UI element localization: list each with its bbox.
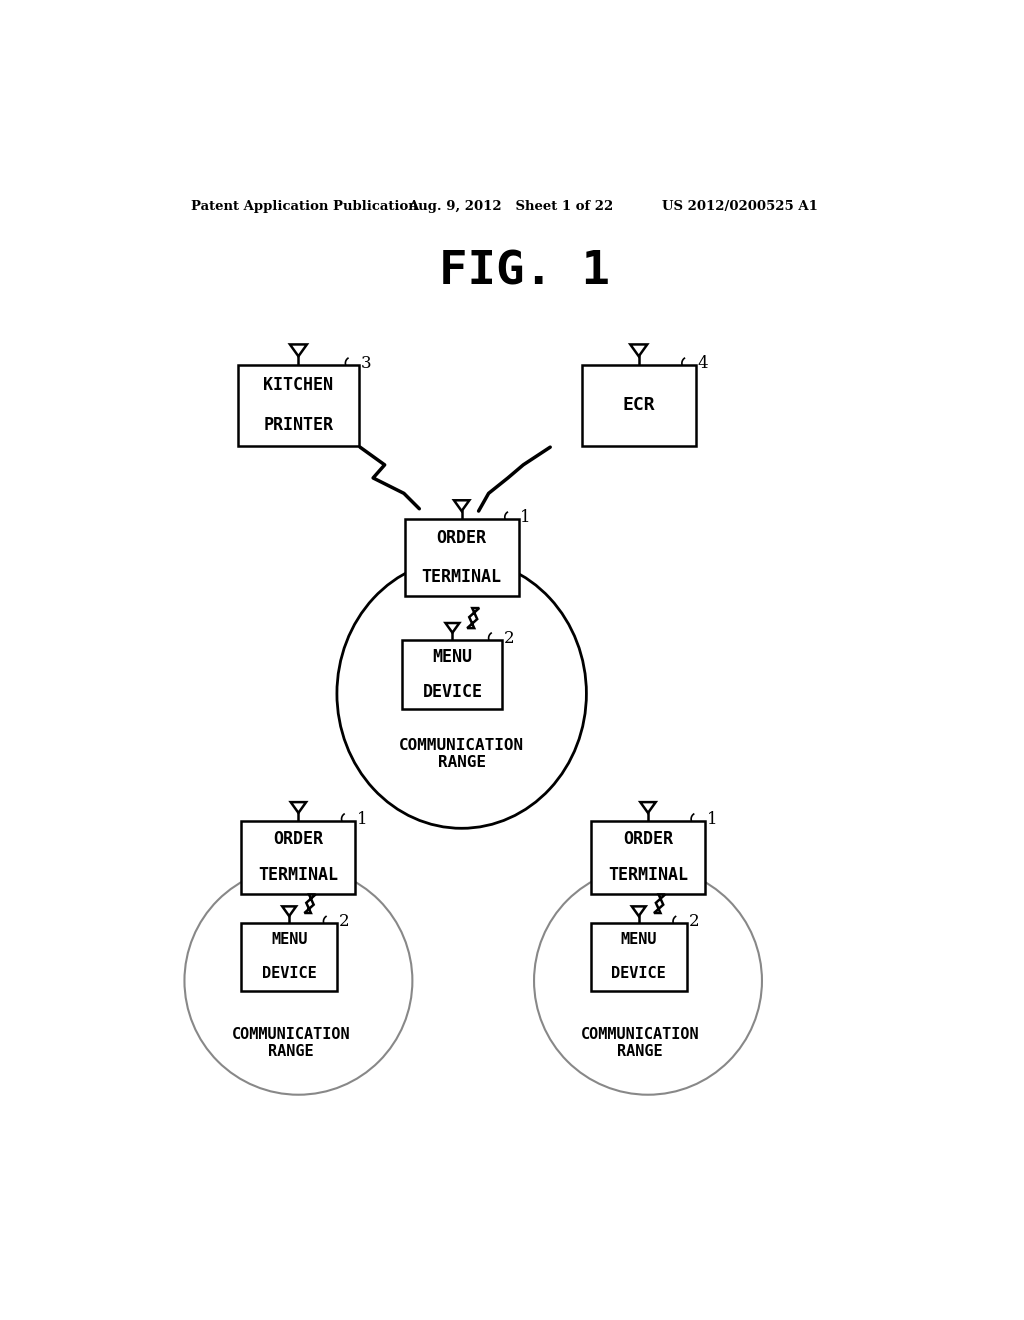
Text: COMMUNICATION: COMMUNICATION bbox=[231, 1027, 350, 1043]
Text: DEVICE: DEVICE bbox=[262, 966, 316, 981]
Text: COMMUNICATION: COMMUNICATION bbox=[399, 738, 524, 754]
Bar bbox=[238, 364, 359, 446]
Text: ECR: ECR bbox=[623, 396, 655, 414]
Bar bbox=[404, 519, 518, 595]
Polygon shape bbox=[467, 609, 479, 628]
Bar bbox=[242, 821, 355, 894]
Text: 2: 2 bbox=[504, 630, 515, 647]
Text: RANGE: RANGE bbox=[268, 1044, 313, 1059]
Text: KITCHEN: KITCHEN bbox=[263, 376, 334, 393]
Text: PRINTER: PRINTER bbox=[263, 416, 334, 434]
Bar bbox=[591, 923, 687, 991]
Text: TERMINAL: TERMINAL bbox=[422, 568, 502, 586]
Text: RANGE: RANGE bbox=[617, 1044, 664, 1059]
Text: 2: 2 bbox=[339, 913, 349, 931]
Text: ORDER: ORDER bbox=[273, 830, 324, 847]
Polygon shape bbox=[654, 895, 666, 913]
Text: Patent Application Publication: Patent Application Publication bbox=[190, 199, 418, 213]
Text: ORDER: ORDER bbox=[436, 529, 486, 546]
Text: DEVICE: DEVICE bbox=[423, 682, 482, 701]
Text: Aug. 9, 2012   Sheet 1 of 22: Aug. 9, 2012 Sheet 1 of 22 bbox=[408, 199, 613, 213]
Text: ORDER: ORDER bbox=[623, 830, 673, 847]
Text: MENU: MENU bbox=[271, 932, 307, 948]
Text: 4: 4 bbox=[697, 355, 708, 372]
Text: 1: 1 bbox=[357, 810, 368, 828]
Text: 1: 1 bbox=[707, 810, 717, 828]
Bar bbox=[241, 923, 337, 991]
Polygon shape bbox=[304, 895, 315, 913]
Text: US 2012/0200525 A1: US 2012/0200525 A1 bbox=[662, 199, 818, 213]
Text: TERMINAL: TERMINAL bbox=[258, 866, 338, 884]
Text: 2: 2 bbox=[688, 913, 699, 931]
Text: COMMUNICATION: COMMUNICATION bbox=[581, 1027, 699, 1043]
Bar bbox=[402, 640, 503, 709]
Bar bbox=[591, 821, 705, 894]
Text: DEVICE: DEVICE bbox=[611, 966, 667, 981]
Bar bbox=[582, 364, 695, 446]
Text: 3: 3 bbox=[360, 355, 372, 372]
Text: MENU: MENU bbox=[621, 932, 657, 948]
Text: TERMINAL: TERMINAL bbox=[608, 866, 688, 884]
Text: RANGE: RANGE bbox=[437, 755, 485, 771]
Text: FIG. 1: FIG. 1 bbox=[439, 249, 610, 294]
Text: MENU: MENU bbox=[432, 648, 472, 667]
Text: 1: 1 bbox=[520, 508, 530, 525]
